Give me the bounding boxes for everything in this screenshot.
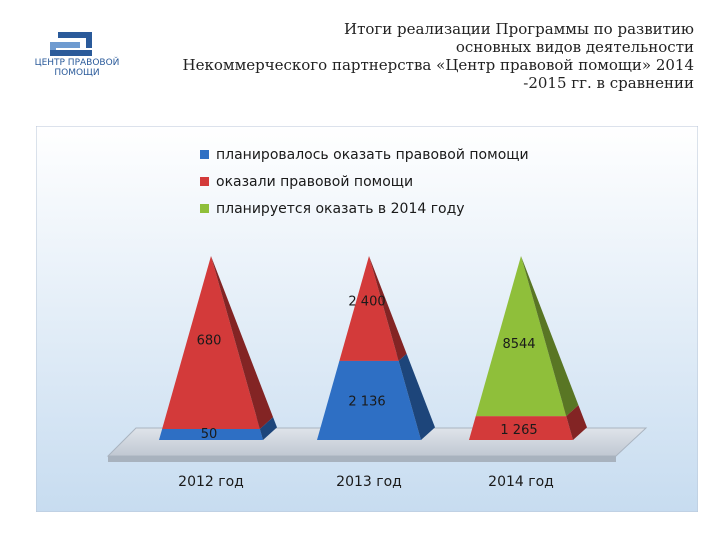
data-label-1-0: 2 136 xyxy=(348,394,385,409)
logo: ЦЕНТР ПРАВОВОЙ ПОМОЩИ xyxy=(28,30,124,80)
legend-swatch-0 xyxy=(200,150,209,159)
pyramid-chart: планировалось оказать правовой помощи ока… xyxy=(36,126,698,512)
chart-floor-edge xyxy=(108,456,616,462)
pyramid-1-segment-1 xyxy=(339,256,407,361)
category-labels: 2012 год 2013 год 2014 год xyxy=(178,474,554,490)
pyramid-2-segment-1 xyxy=(475,256,579,417)
page-title: Итоги реализации Программы по развитию о… xyxy=(134,20,694,92)
logo-text: ЦЕНТР ПРАВОВОЙ ПОМОЩИ xyxy=(34,58,120,78)
legend-entry-0: планировалось оказать правовой помощи xyxy=(216,147,529,163)
data-labels: 50 680 2 136 2 400 1 265 8544 xyxy=(197,295,538,442)
data-label-1-1: 2 400 xyxy=(348,295,385,310)
title-line-1: Итоги реализации Программы по развитию xyxy=(344,20,694,38)
legend-swatch-2 xyxy=(200,204,209,213)
legend-entry-1: оказали правовой помощи xyxy=(216,174,413,190)
legend-entry-2: планируется оказать в 2014 году xyxy=(216,201,465,217)
pyramids xyxy=(159,256,587,440)
data-label-2-0: 1 265 xyxy=(500,423,537,438)
data-label-0-0: 50 xyxy=(201,427,218,442)
pyramid-0-segment-1 xyxy=(162,256,274,429)
category-label-1: 2013 год xyxy=(336,474,402,490)
logo-emblem-icon xyxy=(50,32,92,56)
title-line-3: Некоммерческого партнерства «Центр право… xyxy=(182,56,694,74)
category-label-0: 2012 год xyxy=(178,474,244,490)
category-label-2: 2014 год xyxy=(488,474,554,490)
data-label-2-1: 8544 xyxy=(502,337,535,352)
legend-swatch-1 xyxy=(200,177,209,186)
title-line-4: -2015 гг. в сравнении xyxy=(523,74,694,92)
data-label-0-1: 680 xyxy=(197,333,222,348)
legend: планировалось оказать правовой помощи ока… xyxy=(200,147,529,217)
title-line-2: основных видов деятельности xyxy=(455,38,694,56)
